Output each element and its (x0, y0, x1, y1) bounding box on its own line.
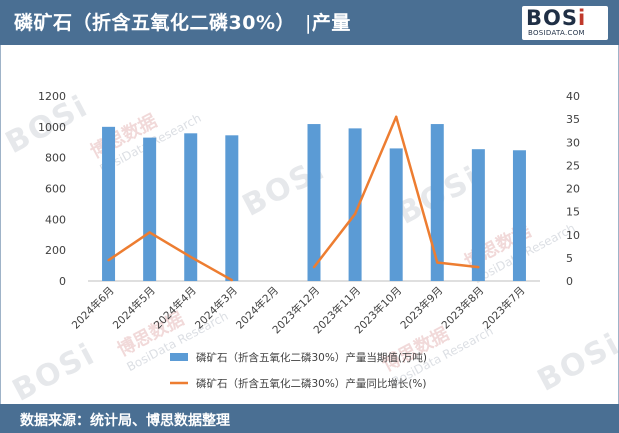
x-tick-label: 2024年6月 (69, 284, 117, 332)
chart-title: 磷矿石（折含五氧化二磷30%） |产量 (14, 8, 351, 35)
bar (430, 124, 444, 281)
title-text: 磷矿石（折含五氧化二磷30%） (14, 12, 295, 34)
growth-point (436, 261, 439, 264)
title-subtitle: 产量 (311, 12, 351, 34)
title-separator: | (304, 12, 312, 34)
growth-point (353, 212, 357, 216)
y-right-tick-label: 25 (566, 159, 580, 172)
y-right-tick-label: 5 (566, 252, 573, 265)
x-tick-label: 2024年4月 (151, 284, 199, 332)
x-tick-label: 2023年8月 (439, 284, 487, 332)
y-left-tick-label: 1000 (38, 121, 66, 134)
bar (184, 133, 198, 281)
growth-point (312, 265, 316, 269)
y-right-tick-label: 40 (566, 90, 580, 103)
bar (471, 149, 485, 281)
legend-line-label: 磷矿石（折含五氧化二磷30%）产量同比增长(%) (196, 377, 427, 390)
bar (307, 124, 321, 281)
x-tick-label: 2023年9月 (398, 284, 446, 332)
legend-bar-label: 磷矿石（折含五氧化二磷30%）产量当期值(万吨) (196, 351, 427, 364)
chart-svg: 0 200 400 600 800 1000 1200 0 5 10 15 20 25 30 35 40 20… (38, 90, 580, 390)
growth-line-segment (107, 231, 233, 282)
growth-point (107, 258, 110, 262)
title-bar: 磷矿石（折含五氧化二磷30%） |产量 BOSi BOSIDATA.COM (0, 0, 619, 45)
y-left-tick-label: 400 (45, 213, 66, 226)
growth-point (230, 278, 234, 282)
y-right-tick-label: 30 (566, 136, 580, 149)
bar (348, 128, 362, 281)
source-text: 数据来源：统计局、博思数据整理 (20, 413, 230, 429)
bar (102, 126, 116, 281)
y-right-tick-label: 10 (566, 229, 580, 242)
bosi-logo: BOSi BOSIDATA.COM (522, 6, 608, 40)
y-right-tick-label: 20 (566, 183, 580, 196)
logo-brand: BOSi (526, 6, 586, 30)
x-tick-label: 2024年3月 (192, 284, 240, 332)
logo-site: BOSIDATA.COM (528, 29, 585, 37)
source-bar: 数据来源：统计局、博思数据整理 (0, 404, 619, 433)
y-left-tick-label: 800 (45, 152, 66, 165)
y-right-tick-label: 0 (566, 275, 573, 288)
logo-brand-main: BOS (526, 6, 578, 30)
x-tick-label: 2023年7月 (480, 284, 528, 332)
y-right-tick-label: 35 (566, 113, 580, 126)
y-left-tick-label: 1200 (38, 90, 66, 103)
y-left-tick-label: 600 (45, 183, 66, 196)
bar (225, 135, 239, 281)
x-tick-label: 2024年5月 (110, 284, 158, 332)
y-left-tick-label: 0 (59, 275, 66, 288)
bar (512, 150, 526, 281)
legend-bar-swatch (170, 353, 188, 361)
y-right-tick-label: 15 (566, 206, 580, 219)
growth-point (189, 255, 192, 259)
growth-point (148, 231, 151, 234)
y-left-tick-label: 200 (45, 244, 66, 257)
bar (143, 137, 157, 281)
logo-brand-accent: i (577, 6, 587, 30)
bar (389, 148, 403, 281)
growth-point (394, 115, 398, 119)
growth-point (477, 265, 480, 269)
